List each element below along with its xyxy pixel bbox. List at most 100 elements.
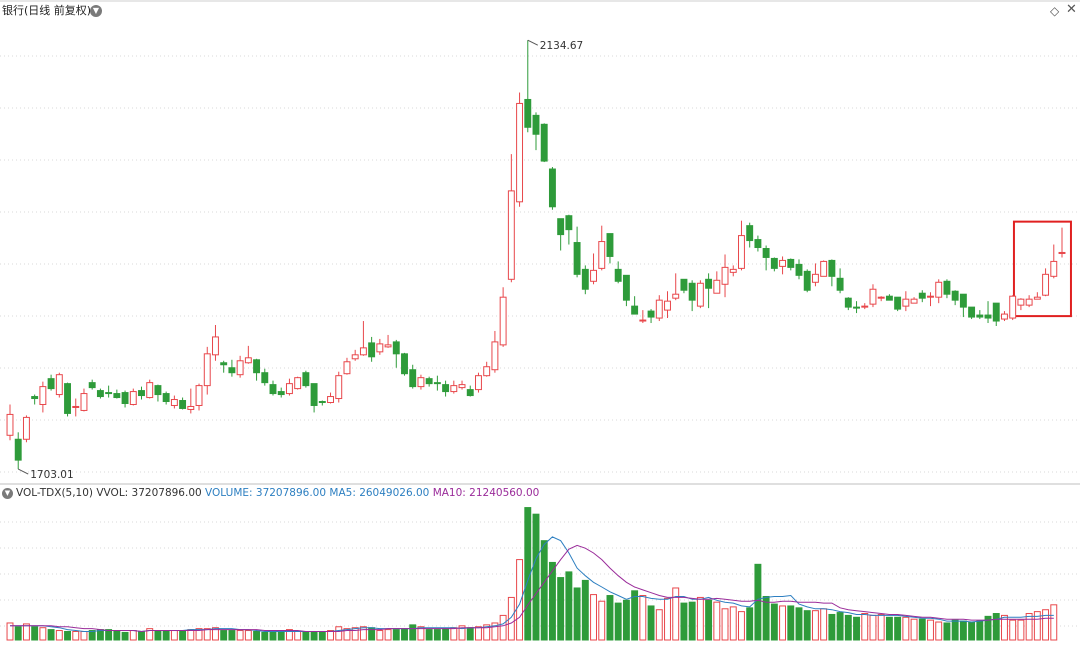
- candle-down: [688, 282, 696, 301]
- volume-bar-up: [351, 627, 359, 641]
- volume-bar-down: [31, 626, 39, 641]
- volume-bar-down: [688, 601, 696, 641]
- volume-bar-down: [154, 630, 162, 641]
- candle-down: [138, 390, 145, 397]
- candle-up: [499, 296, 507, 346]
- candle-up: [376, 343, 384, 353]
- candle-down: [992, 302, 1000, 322]
- volume-bar-up: [590, 594, 597, 641]
- candle-down: [154, 385, 162, 396]
- candle-down: [277, 391, 285, 396]
- candle-down: [302, 372, 310, 387]
- candle-up: [655, 299, 663, 319]
- volume-header: ▼ VOL-TDX(5,10) VVOL: 37207896.00 VOLUME:…: [2, 486, 539, 500]
- candle-up: [1050, 260, 1058, 277]
- volume-bar-up: [22, 623, 30, 641]
- volume-bar-up: [6, 622, 14, 641]
- volume-layer: [6, 507, 1058, 641]
- grid-layer: [0, 0, 1080, 627]
- volume-bar-down: [557, 577, 565, 641]
- volume-bar-up: [869, 614, 877, 641]
- ma10-label: MA10: 21240560.00: [432, 487, 540, 499]
- volume-bar-up: [935, 621, 943, 641]
- volume-bar-down: [705, 599, 713, 641]
- close-icon[interactable]: ✕: [1066, 2, 1077, 17]
- volume-bar-down: [47, 629, 55, 641]
- candle-layer: [6, 40, 1066, 470]
- candle-down: [885, 295, 893, 301]
- volume-bar-up: [861, 613, 869, 641]
- volume-bar-down: [228, 630, 236, 641]
- volume-bar-up: [729, 606, 737, 641]
- volume-dropdown-icon[interactable]: ▼: [2, 487, 13, 499]
- volume-bar-down: [754, 563, 762, 641]
- volume-bar-down: [581, 579, 589, 641]
- volume-bar-up: [294, 630, 302, 641]
- volume-bar-down: [992, 613, 1000, 641]
- candle-down: [836, 277, 844, 291]
- volume-bar-down: [968, 621, 976, 641]
- chevron-down-icon[interactable]: ▼: [90, 5, 102, 17]
- candle-up: [902, 298, 910, 307]
- candle-down: [392, 341, 400, 355]
- candle-up: [417, 377, 425, 388]
- volume-bar-down: [614, 602, 622, 641]
- candle-up: [129, 391, 137, 405]
- candle-up: [1033, 296, 1041, 300]
- volume-bar-down: [220, 630, 228, 641]
- volume-bar-up: [1017, 619, 1025, 641]
- candle-down: [894, 296, 902, 310]
- candle-down: [803, 270, 811, 291]
- volume-bar-down: [548, 561, 556, 641]
- volume-bar-down: [762, 595, 770, 641]
- volume-bar-down: [959, 620, 967, 641]
- candle-down: [261, 372, 269, 384]
- candle-up: [491, 341, 499, 371]
- volume-bar-down: [401, 628, 408, 641]
- ma5-label: MA5: 26049026.00: [329, 487, 430, 499]
- candle-up: [170, 399, 178, 406]
- diamond-icon[interactable]: ◇: [1050, 4, 1060, 18]
- candle-up: [811, 273, 819, 283]
- volume-bar-up: [738, 611, 745, 641]
- candle-up: [55, 374, 63, 396]
- candle-down: [88, 382, 96, 389]
- candle-down: [442, 384, 450, 393]
- candle-down: [647, 310, 655, 318]
- high-pointer: [527, 39, 539, 46]
- candle-down: [269, 384, 277, 395]
- volume-bar-down: [787, 605, 795, 641]
- candle-up: [343, 361, 351, 375]
- candle-up: [483, 366, 491, 377]
- candle-down: [762, 248, 770, 258]
- candle-down: [310, 383, 318, 406]
- candle-up: [935, 281, 943, 298]
- volume-bar-down: [318, 630, 326, 641]
- volume-bar-up: [335, 626, 343, 641]
- candle-up: [80, 393, 88, 411]
- volume-bar-down: [622, 599, 630, 641]
- candle-down: [795, 263, 803, 276]
- volume-bar-up: [1033, 611, 1041, 641]
- volume-bar-down: [680, 602, 688, 641]
- volume-bar-down: [631, 590, 639, 641]
- candle-down: [680, 278, 688, 291]
- candle-up: [721, 266, 729, 285]
- volume-bar-down: [803, 610, 811, 641]
- volume-bar-up: [187, 629, 195, 641]
- ma10-line: [10, 544, 1054, 633]
- volume-bar-up: [39, 627, 47, 641]
- candle-down: [581, 268, 589, 290]
- candle-up: [861, 305, 869, 308]
- candle-up: [1042, 273, 1050, 296]
- candle-down: [64, 383, 71, 414]
- candle-down: [557, 218, 565, 236]
- volume-bar-up: [450, 627, 458, 641]
- volume-bar-down: [105, 629, 113, 641]
- candle-up: [236, 360, 244, 376]
- candle-down: [162, 393, 170, 403]
- candle-up: [664, 300, 671, 311]
- candle-up: [1017, 298, 1025, 306]
- volume-bar-down: [746, 607, 754, 641]
